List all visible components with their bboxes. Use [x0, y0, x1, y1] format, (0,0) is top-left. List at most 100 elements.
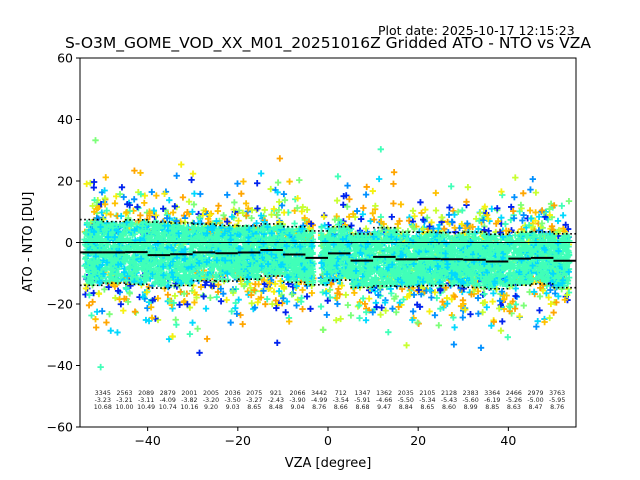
data-point [243, 212, 250, 219]
data-point [118, 184, 126, 191]
data-point [350, 210, 357, 218]
data-point [293, 282, 300, 290]
data-point [189, 170, 197, 177]
data-point [117, 212, 125, 220]
data-point [214, 288, 222, 296]
data-point [507, 216, 514, 224]
data-point [445, 211, 453, 218]
data-point [510, 215, 518, 222]
data-point [381, 299, 389, 306]
data-point [252, 288, 259, 295]
data-point [389, 305, 396, 312]
data-point [177, 288, 184, 296]
data-point [426, 223, 433, 230]
data-point [354, 303, 362, 310]
data-point [298, 294, 305, 302]
data-point [508, 203, 515, 211]
data-point [414, 319, 421, 326]
data-point [92, 324, 100, 331]
data-point [283, 298, 291, 305]
data-point [276, 218, 283, 226]
data-point [376, 284, 384, 291]
data-point [103, 207, 110, 214]
data-point [529, 223, 536, 230]
data-point [199, 211, 206, 219]
data-point [403, 293, 411, 301]
data-point [472, 215, 480, 223]
data-point [234, 180, 241, 187]
data-point [320, 326, 327, 334]
data-point [98, 307, 106, 315]
data-point [447, 183, 455, 190]
data-point [228, 308, 235, 315]
data-point [348, 222, 355, 229]
data-point [163, 214, 171, 222]
data-point [106, 310, 113, 318]
data-point [535, 227, 543, 234]
data-point [520, 190, 527, 197]
data-point [536, 293, 544, 300]
data-point [334, 300, 341, 308]
chart-title: S-O3M_GOME_VOD_XX_M01_20251016Z Gridded … [64, 34, 592, 52]
data-point [260, 287, 267, 294]
data-point [451, 293, 459, 300]
data-point [188, 176, 195, 184]
data-point [274, 211, 281, 219]
data-point [360, 204, 367, 212]
data-point [394, 220, 401, 228]
data-point [520, 211, 527, 219]
data-point [213, 293, 220, 301]
data-point [276, 155, 284, 162]
data-point [561, 296, 569, 303]
data-point [191, 190, 198, 197]
data-point [369, 210, 376, 217]
data-point [375, 291, 382, 299]
data-point [178, 161, 185, 168]
data-point [254, 180, 261, 187]
data-point [112, 294, 119, 302]
data-point [451, 211, 458, 218]
data-point [130, 196, 138, 203]
data-point [363, 183, 370, 191]
data-point [280, 190, 288, 198]
data-point [120, 307, 127, 314]
data-point [512, 292, 519, 300]
data-point [459, 314, 466, 321]
data-point [410, 291, 418, 298]
data-point [367, 217, 374, 225]
data-point [537, 223, 545, 231]
data-point [280, 295, 287, 302]
data-point [232, 305, 239, 312]
data-point [481, 203, 489, 210]
data-point [414, 301, 421, 308]
data-point [101, 187, 108, 194]
data-point [536, 307, 543, 314]
data-point [333, 317, 340, 324]
data-point [480, 216, 487, 224]
data-point [403, 342, 410, 349]
data-point [435, 225, 442, 232]
data-point [340, 201, 347, 209]
data-point [494, 205, 501, 212]
data-point [334, 221, 342, 228]
data-point [519, 217, 526, 224]
data-point [355, 302, 363, 309]
data-point [173, 172, 180, 179]
data-point [137, 169, 144, 177]
data-point [166, 197, 173, 204]
data-point [263, 295, 271, 303]
data-point [101, 195, 109, 202]
data-point [97, 363, 104, 371]
data-point [532, 189, 540, 196]
data-point [111, 281, 118, 288]
data-point [93, 215, 101, 222]
data-point [176, 301, 183, 308]
data-point [530, 288, 538, 295]
data-point [502, 220, 509, 228]
data-point [483, 304, 490, 311]
data-point [511, 194, 518, 201]
data-point [326, 294, 334, 301]
data-point [494, 217, 502, 225]
data-point [507, 303, 514, 311]
data-point [146, 210, 153, 217]
